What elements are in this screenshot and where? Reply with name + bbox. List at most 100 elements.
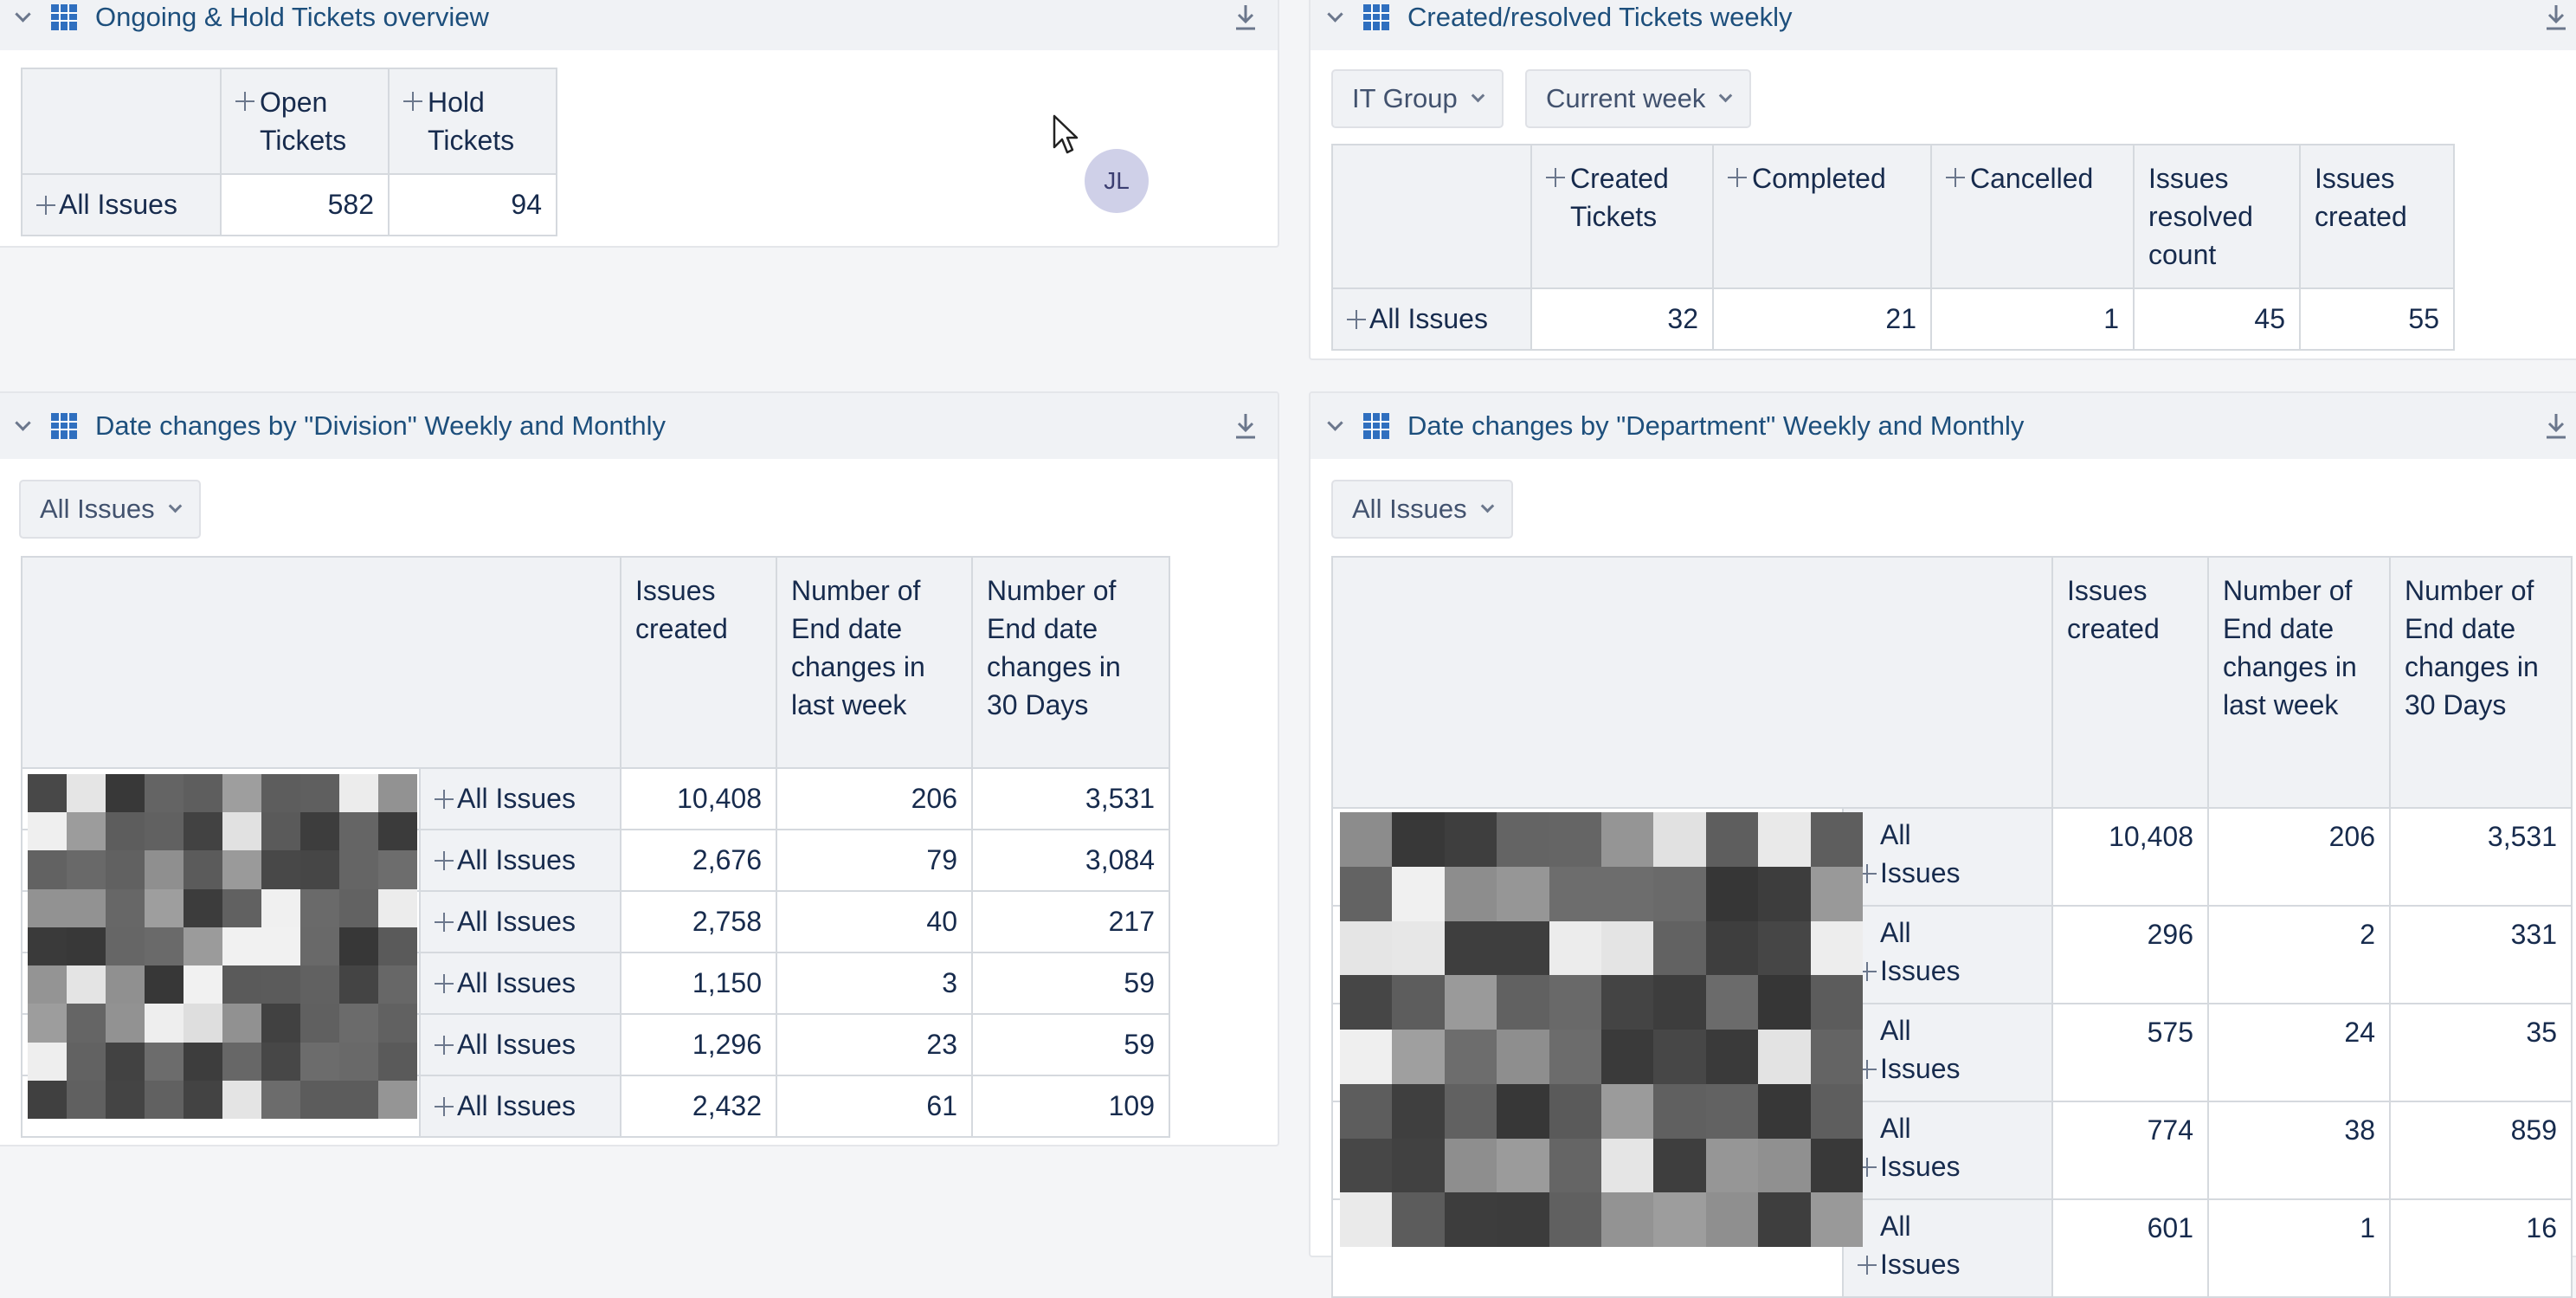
- table-cell: 3,531: [2389, 807, 2573, 907]
- table-cell: 3: [776, 952, 973, 1015]
- plus-icon[interactable]: [435, 974, 454, 993]
- row-header[interactable]: All Issues: [1842, 1198, 2053, 1298]
- avatar[interactable]: JL: [1085, 149, 1149, 213]
- mosaic-pixel: [261, 965, 300, 1004]
- mosaic-pixel: [1444, 866, 1497, 921]
- plus-icon[interactable]: [1858, 1060, 1877, 1079]
- plus-icon[interactable]: [1946, 168, 1965, 187]
- chevron-down-icon[interactable]: [1324, 416, 1345, 436]
- row-header[interactable]: All Issues: [21, 173, 222, 236]
- mosaic-pixel: [28, 965, 67, 1004]
- row-header[interactable]: All Issues: [419, 1075, 621, 1138]
- mosaic-pixel: [1549, 812, 1601, 867]
- mosaic-pixel: [378, 1080, 417, 1119]
- issues-filter-dropdown[interactable]: All Issues: [1331, 480, 1513, 539]
- mosaic-pixel: [1601, 975, 1654, 1030]
- plus-icon[interactable]: [1858, 1158, 1877, 1177]
- mosaic-pixel: [106, 812, 145, 851]
- column-header[interactable]: Open Tickets: [220, 68, 390, 175]
- download-icon[interactable]: [2543, 3, 2569, 32]
- table-grid-icon: [1362, 3, 1390, 31]
- column-header: Issues created: [620, 556, 777, 769]
- column-header[interactable]: Completed: [1712, 144, 1932, 289]
- mosaic-pixel: [300, 927, 339, 966]
- mosaic-pixel: [1653, 1083, 1706, 1139]
- mosaic-pixel: [184, 774, 222, 813]
- mosaic-pixel: [222, 927, 261, 966]
- mosaic-pixel: [300, 774, 339, 813]
- column-header: Issues resolved count: [2133, 144, 2301, 289]
- download-icon[interactable]: [1233, 3, 1259, 32]
- mosaic-pixel: [1653, 812, 1706, 867]
- plus-icon[interactable]: [1347, 310, 1366, 329]
- mosaic-pixel: [261, 1080, 300, 1119]
- ongoing-hold-table: Open Tickets Hold Tickets All Issues 582…: [21, 68, 557, 236]
- table-cell: 32: [1530, 287, 1714, 351]
- mosaic-pixel: [378, 774, 417, 813]
- row-header[interactable]: All Issues: [1842, 807, 2053, 907]
- period-dropdown[interactable]: Current week: [1525, 69, 1752, 128]
- plus-icon[interactable]: [235, 92, 254, 111]
- row-header[interactable]: All Issues: [1842, 1101, 2053, 1200]
- row-header[interactable]: All Issues: [419, 890, 621, 953]
- row-header[interactable]: All Issues: [419, 1013, 621, 1076]
- mosaic-pixel: [145, 1004, 184, 1043]
- mosaic-pixel: [1340, 812, 1393, 867]
- row-header[interactable]: All Issues: [419, 952, 621, 1015]
- redacted-row-labels: [28, 774, 417, 1119]
- plus-icon[interactable]: [1858, 864, 1877, 883]
- chevron-down-icon[interactable]: [12, 416, 33, 436]
- mosaic-pixel: [1705, 1192, 1759, 1247]
- plus-icon[interactable]: [36, 196, 55, 215]
- table-cell: 16: [2389, 1198, 2573, 1298]
- chevron-down-icon[interactable]: [12, 7, 33, 28]
- plus-icon[interactable]: [435, 1097, 454, 1116]
- mosaic-pixel: [184, 965, 222, 1004]
- mosaic-pixel: [1549, 1030, 1601, 1084]
- download-icon[interactable]: [1233, 411, 1259, 441]
- plus-icon[interactable]: [403, 92, 422, 111]
- plus-icon[interactable]: [1858, 962, 1877, 981]
- plus-icon[interactable]: [435, 913, 454, 932]
- mosaic-pixel: [300, 888, 339, 927]
- plus-icon[interactable]: [435, 790, 454, 809]
- column-header[interactable]: Cancelled: [1930, 144, 2135, 289]
- plus-icon[interactable]: [1546, 168, 1565, 187]
- mosaic-pixel: [1810, 1083, 1863, 1139]
- mosaic-pixel: [261, 1004, 300, 1043]
- plus-icon[interactable]: [1858, 1256, 1877, 1275]
- table-cell: 1,296: [620, 1013, 777, 1076]
- mosaic-pixel: [67, 1042, 106, 1081]
- plus-icon[interactable]: [1728, 168, 1747, 187]
- mosaic-pixel: [1549, 866, 1601, 921]
- plus-icon[interactable]: [435, 1036, 454, 1055]
- column-header[interactable]: Hold Tickets: [388, 68, 557, 175]
- mosaic-pixel: [1758, 1083, 1811, 1139]
- column-header[interactable]: Created Tickets: [1530, 144, 1714, 289]
- row-header[interactable]: All Issues: [419, 767, 621, 830]
- row-header[interactable]: All Issues: [1842, 1003, 2053, 1102]
- table-cell: 45: [2133, 287, 2301, 351]
- row-header[interactable]: All Issues: [1842, 905, 2053, 1004]
- mosaic-pixel: [1497, 812, 1549, 867]
- mosaic-pixel: [1810, 1030, 1863, 1084]
- mosaic-pixel: [1758, 920, 1811, 976]
- mosaic-pixel: [1497, 866, 1549, 921]
- table-cell: 61: [776, 1075, 973, 1138]
- mosaic-pixel: [184, 1042, 222, 1081]
- mosaic-pixel: [378, 927, 417, 966]
- row-header[interactable]: All Issues: [419, 829, 621, 892]
- mosaic-pixel: [1758, 1138, 1811, 1193]
- mosaic-pixel: [184, 850, 222, 889]
- mosaic-pixel: [222, 1080, 261, 1119]
- plus-icon[interactable]: [435, 851, 454, 870]
- mosaic-pixel: [145, 812, 184, 851]
- chevron-down-icon[interactable]: [1324, 7, 1345, 28]
- mosaic-pixel: [145, 888, 184, 927]
- download-icon[interactable]: [2543, 411, 2569, 441]
- it-group-dropdown[interactable]: IT Group: [1331, 69, 1504, 128]
- mosaic-pixel: [1497, 975, 1549, 1030]
- issues-filter-dropdown[interactable]: All Issues: [19, 480, 201, 539]
- row-header[interactable]: All Issues: [1331, 287, 1532, 351]
- chevron-down-icon: [1471, 88, 1485, 102]
